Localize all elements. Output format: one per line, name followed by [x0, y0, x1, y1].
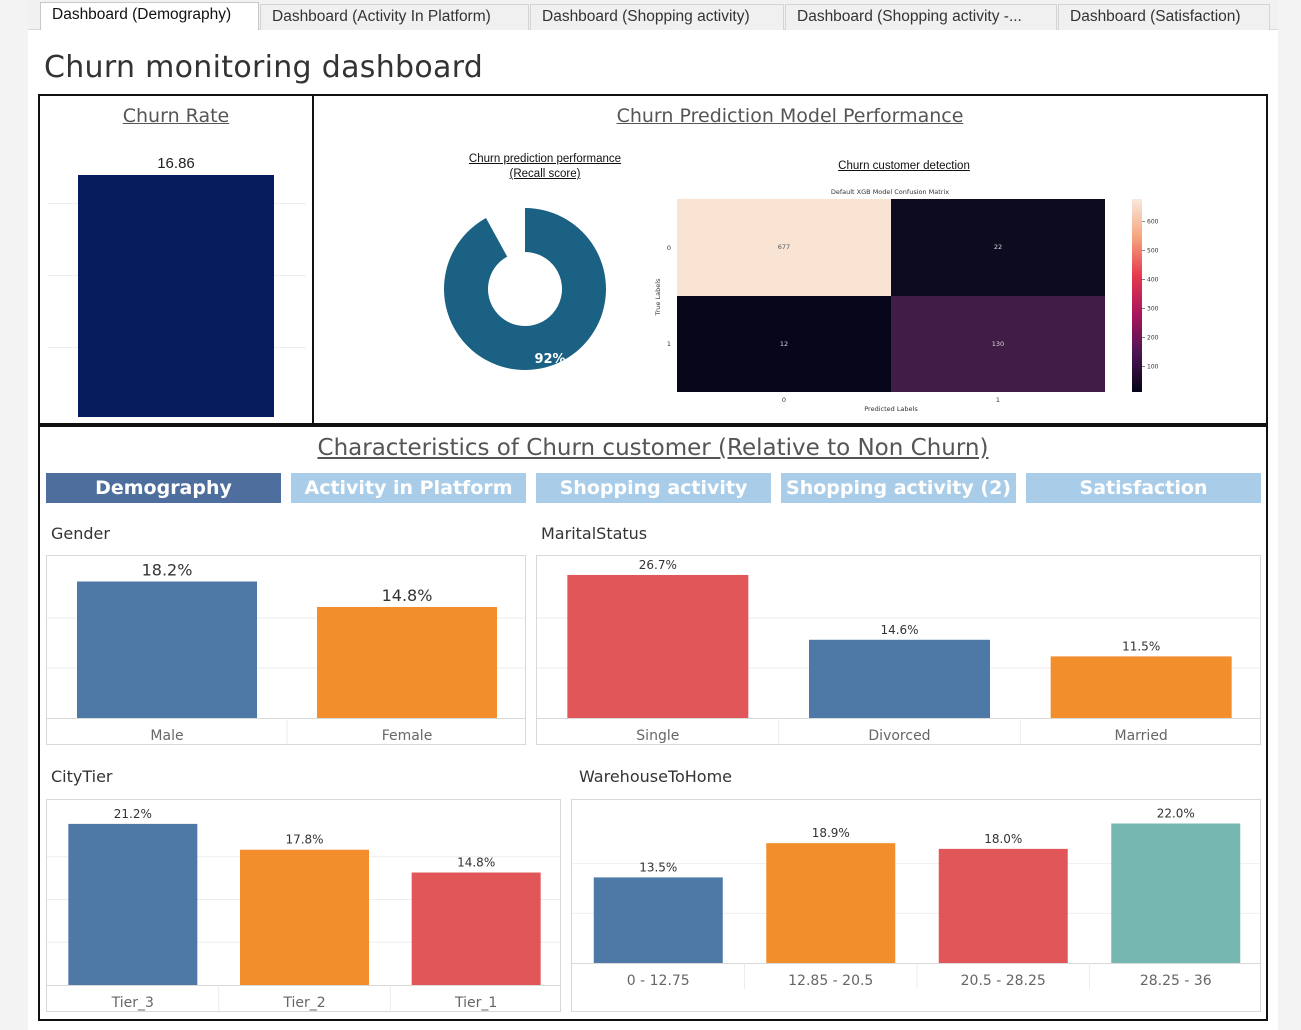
cm-col-label-0: 0	[782, 396, 786, 404]
cm-cell-0-0[interactable]	[677, 199, 891, 296]
bar-divorced[interactable]	[809, 639, 990, 718]
bar-value-label: 18.9%	[812, 826, 850, 840]
bar-tier-1[interactable]	[411, 872, 541, 985]
colorbar-ticks: 600 500 400 300 200 100	[1142, 219, 1159, 371]
confusion-matrix-title: Default XGB Model Confusion Matrix	[831, 188, 949, 196]
tab-activity-in-platform[interactable]: Activity in Platform	[291, 473, 526, 503]
category-label: 0 - 12.75	[627, 973, 690, 989]
cm-row-label-0: 0	[667, 244, 671, 252]
category-label: 12.85 - 20.5	[788, 973, 873, 989]
bar-value-label: 22.0%	[1157, 807, 1195, 821]
cm-value-1-1: 130	[992, 340, 1004, 348]
confusion-matrix: Default XGB Model Confusion Matrix 677 2…	[654, 188, 1159, 413]
page-title: Churn monitoring dashboard	[44, 50, 484, 85]
category-label: 28.25 - 36	[1140, 973, 1212, 989]
colorbar-tick-label: 500	[1147, 248, 1159, 255]
maritalstatus-chart-title: MaritalStatus	[541, 524, 648, 543]
cm-cell-1-1[interactable]	[891, 296, 1105, 392]
bar-20-5-28-25[interactable]	[938, 848, 1068, 963]
cm-cell-0-1[interactable]	[891, 199, 1105, 296]
gender-chart-title: Gender	[51, 524, 110, 543]
cm-cell-1-0[interactable]	[677, 296, 891, 392]
bar-married[interactable]	[1050, 656, 1232, 718]
recall-title-line2: (Recall score)	[509, 168, 581, 180]
bar-0-12-75[interactable]	[593, 877, 723, 963]
churn-rate-value-label: 16.86	[157, 155, 195, 172]
recall-value-label: 92%	[534, 352, 565, 367]
bar-12-85-20-5[interactable]	[766, 843, 896, 963]
warehousetohome-chart: 13.5% 0 - 12.75 18.9% 12.85 - 20.5 18.0% 20.5…	[571, 799, 1261, 1012]
cm-row-label-1: 1	[667, 340, 671, 348]
category-label: 20.5 - 28.25	[961, 973, 1046, 989]
churn-rate-title: Churn Rate	[122, 105, 230, 127]
bar-value-label: 11.5%	[1122, 639, 1160, 653]
category-label: Male	[150, 728, 183, 744]
cm-y-axis-label: True Labels	[654, 278, 662, 316]
category-label: Single	[636, 728, 679, 744]
colorbar	[1132, 199, 1142, 392]
colorbar-tick-label: 200	[1147, 335, 1159, 342]
citytier-chart: 21.2% Tier_3 17.8% Tier_2 14.8% Tier_1	[46, 799, 561, 1012]
bar-female[interactable]	[317, 607, 497, 718]
category-label: Tier_3	[111, 995, 154, 1011]
gender-chart: 18.2% Male 14.8% Female	[46, 555, 526, 745]
cm-x-axis-label: Predicted Labels	[864, 405, 918, 413]
tab-shopping-activity-2[interactable]: Shopping activity (2)	[781, 473, 1016, 503]
bar-value-label: 14.8%	[457, 856, 495, 870]
tab-dashboard-shopping-activity[interactable]: Dashboard (Shopping activity)	[530, 4, 784, 30]
bar-28-25-36[interactable]	[1111, 823, 1241, 963]
bar-tier-3[interactable]	[68, 823, 198, 985]
characteristics-title: Characteristics of Churn customer (Relat…	[317, 435, 989, 461]
cm-value-0-0: 677	[778, 243, 790, 251]
category-label: Married	[1115, 728, 1168, 744]
category-label: Female	[382, 728, 433, 744]
model-performance-title: Churn Prediction Model Performance	[616, 105, 964, 127]
category-label: Tier_1	[454, 995, 497, 1011]
bar-value-label: 26.7%	[639, 558, 677, 572]
bar-single[interactable]	[567, 574, 749, 718]
cm-col-label-1: 1	[996, 396, 1000, 404]
colorbar-tick-label: 300	[1147, 306, 1159, 313]
warehousetohome-chart-title: WarehouseToHome	[579, 767, 733, 786]
cm-value-1-0: 12	[780, 340, 788, 348]
bar-value-label: 18.0%	[984, 832, 1022, 846]
bar-tier-2[interactable]	[240, 849, 369, 985]
churn-rate-panel: Churn Rate 16.86	[38, 94, 314, 425]
recall-donut-chart: 92%	[444, 208, 606, 370]
tab-dashboard-satisfaction[interactable]: Dashboard (Satisfaction)	[1058, 4, 1270, 30]
tab-dashboard-demography[interactable]: Dashboard (Demography)	[40, 2, 259, 31]
tab-dashboard-activity-in-platform[interactable]: Dashboard (Activity In Platform)	[260, 4, 529, 30]
recall-chart-title: Churn prediction performance (Recall sco…	[434, 152, 656, 182]
bar-value-label: 13.5%	[639, 860, 677, 874]
bar-value-label: 18.2%	[142, 561, 193, 580]
tab-demography[interactable]: Demography	[46, 473, 281, 503]
bar-male[interactable]	[77, 581, 257, 719]
recall-donut-arc[interactable]	[444, 208, 606, 370]
bar-value-label: 14.6%	[880, 623, 918, 637]
colorbar-tick-label: 600	[1147, 219, 1159, 226]
colorbar-tick-label: 100	[1147, 364, 1159, 371]
tab-dashboard-shopping-activity-2[interactable]: Dashboard (Shopping activity -...	[785, 4, 1057, 30]
cm-value-0-1: 22	[994, 243, 1002, 251]
citytier-chart-title: CityTier	[51, 767, 113, 786]
bar-value-label: 14.8%	[382, 586, 433, 605]
category-label: Tier_2	[282, 995, 325, 1011]
bar-value-label: 21.2%	[114, 807, 152, 821]
maritalstatus-chart: 26.7% Single 14.6% Divorced 11.5% Married	[536, 555, 1261, 745]
model-performance-panel: Churn Prediction Model Performance Churn…	[312, 94, 1268, 425]
colorbar-tick-label: 400	[1147, 277, 1159, 284]
churn-rate-bar[interactable]	[78, 175, 274, 417]
tab-shopping-activity[interactable]: Shopping activity	[536, 473, 771, 503]
detection-title: Churn customer detection	[838, 160, 970, 172]
bar-value-label: 17.8%	[285, 833, 323, 847]
recall-title-line1: Churn prediction performance	[468, 153, 622, 165]
tab-satisfaction[interactable]: Satisfaction	[1026, 473, 1261, 503]
category-label: Divorced	[868, 728, 930, 744]
